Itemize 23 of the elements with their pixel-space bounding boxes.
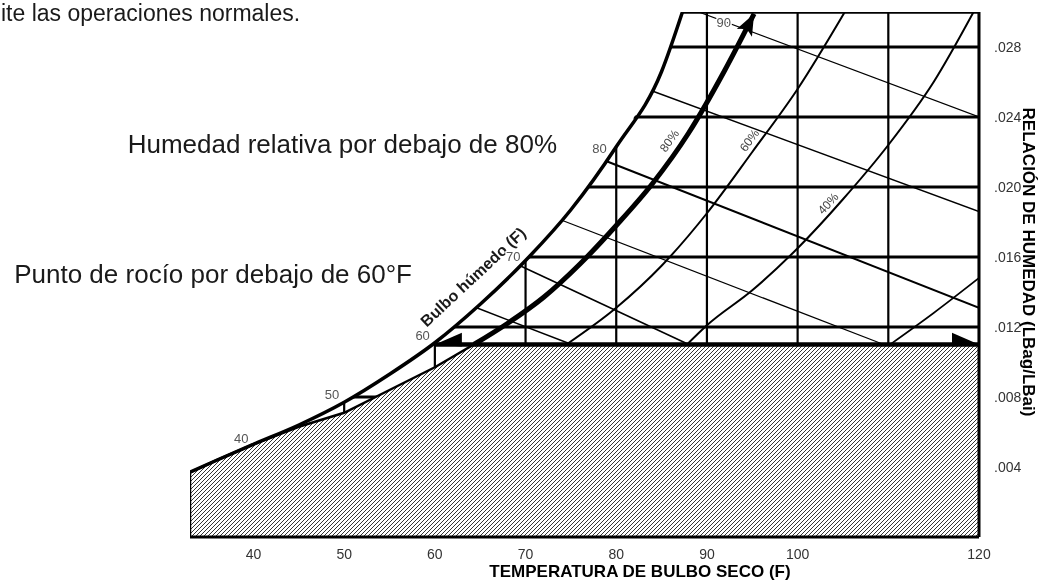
annotation: Humedad relativa por debajo de 80% (127, 129, 557, 159)
annotation: 80 (592, 140, 607, 156)
x-tick-label: 120 (967, 545, 991, 562)
y-tick-label: .008 (994, 388, 1022, 405)
y-tick-label: .028 (994, 38, 1022, 55)
annotation: 60 (415, 327, 430, 343)
annotation: ite las operaciones normales. (1, 0, 301, 26)
annotation: 50 (324, 387, 340, 403)
annotation: 70 (506, 249, 521, 264)
x-tick-label: 60 (427, 545, 443, 562)
y-tick-label: .020 (994, 178, 1022, 195)
annotation: 40 (234, 431, 249, 446)
x-tick-label: 50 (336, 545, 353, 562)
x-axis-title: TEMPERATURA DE BULBO SECO (F) (489, 562, 791, 581)
annotation: Punto de rocío por debajo de 60°F (14, 259, 412, 289)
y-tick-label: .024 (994, 108, 1022, 125)
y-tick-label: .012 (994, 318, 1022, 335)
x-tick-label: 40 (245, 545, 262, 562)
x-tick-label: 90 (699, 545, 715, 562)
y-tick-label: .004 (994, 458, 1022, 475)
x-tick-label: 70 (517, 545, 534, 562)
x-tick-label: 100 (785, 545, 810, 562)
x-tick-label: 80 (608, 545, 625, 562)
